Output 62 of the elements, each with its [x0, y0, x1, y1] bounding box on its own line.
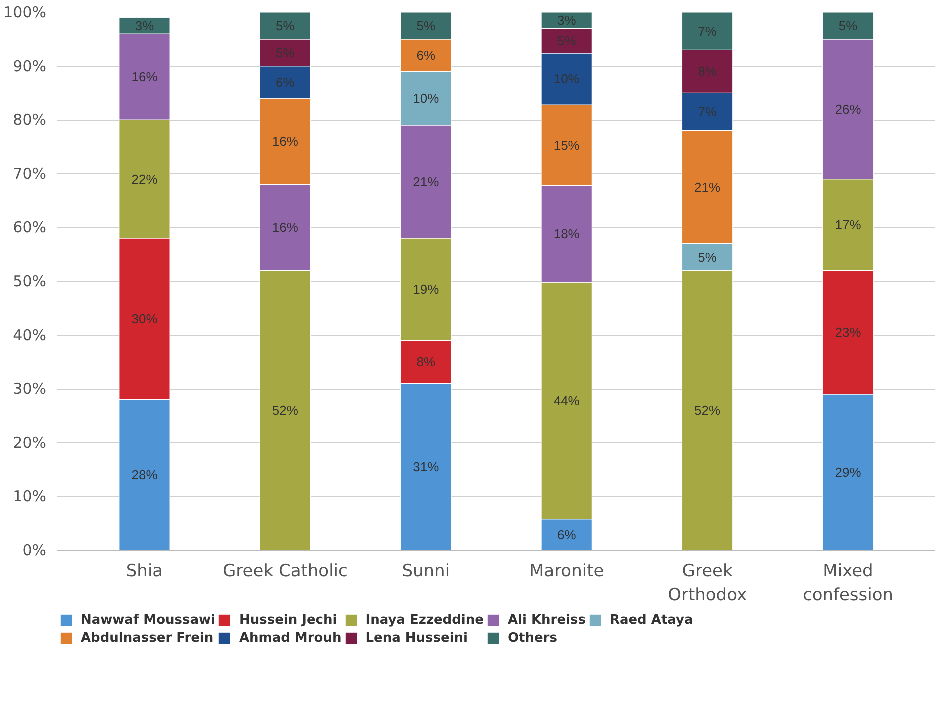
data-label: 19% — [413, 282, 440, 298]
data-label: 26% — [835, 102, 862, 117]
legend-label: Raed Ataya — [610, 612, 694, 628]
data-label: 7% — [698, 104, 718, 120]
legend-label: Ali Khreiss — [508, 612, 586, 628]
data-label: 22% — [132, 172, 158, 187]
legend-label: Abdulnasser Frein — [81, 630, 214, 646]
y-tick-label: 40% — [13, 326, 47, 344]
data-label: 16% — [272, 134, 299, 150]
legend-label: Ahmad Mrouh — [239, 630, 342, 646]
data-label: 10% — [554, 72, 580, 87]
legend-label: Lena Husseini — [366, 630, 468, 646]
y-tick-label: 0% — [22, 542, 46, 560]
data-label: 16% — [272, 220, 299, 236]
data-label: 29% — [835, 464, 862, 480]
data-label: 6% — [416, 48, 436, 64]
data-label: 23% — [835, 325, 862, 340]
data-label: 5% — [838, 18, 858, 34]
data-label: 30% — [132, 312, 158, 327]
y-tick-label: 60% — [13, 218, 47, 237]
y-tick-label: 30% — [13, 380, 47, 398]
data-label: 28% — [132, 468, 158, 483]
data-label: 52% — [694, 403, 722, 418]
data-label: 16% — [132, 70, 158, 85]
y-tick-label: 80% — [13, 111, 47, 130]
x-tick-label: Shia — [126, 562, 164, 582]
data-label: 6% — [557, 527, 577, 542]
y-tick-label: 10% — [13, 488, 47, 506]
legend-label: Nawwaf Moussawi — [81, 612, 216, 628]
data-label: 7% — [698, 24, 718, 39]
data-label: 3% — [135, 18, 155, 34]
data-label: 17% — [835, 218, 862, 233]
data-label: 21% — [694, 180, 722, 195]
y-tick-label: 20% — [13, 434, 47, 452]
data-label: 5% — [416, 18, 436, 34]
x-tick-label: Sunni — [402, 562, 450, 582]
y-tick-label: 70% — [13, 164, 47, 183]
data-label: 8% — [698, 64, 718, 80]
data-label: 6% — [276, 74, 296, 90]
x-tick-label: Greek Catholic — [223, 562, 348, 582]
data-label: 10% — [413, 91, 440, 106]
x-tick-label: Mixed confession — [802, 562, 894, 606]
data-label: 5% — [698, 250, 718, 265]
y-tick-label: 100% — [4, 4, 47, 22]
data-label: 18% — [554, 226, 580, 242]
data-label: 5% — [557, 34, 577, 49]
data-label: 31% — [413, 460, 440, 475]
data-label: 15% — [554, 138, 580, 153]
legend-label: Inaya Ezzeddine — [366, 612, 484, 628]
data-label: 44% — [554, 393, 580, 408]
data-label: 52% — [272, 403, 299, 418]
data-label: 5% — [276, 18, 296, 34]
data-label: 3% — [557, 13, 577, 28]
legend-label: Others — [508, 630, 558, 646]
x-tick-label: Maronite — [529, 562, 604, 582]
y-tick-label: 90% — [13, 57, 47, 76]
x-tick-label: Greek Orthodox — [668, 562, 748, 606]
legend-label: Hussein Jechi — [239, 612, 338, 628]
y-tick-label: 50% — [13, 272, 47, 290]
data-label: 21% — [413, 174, 440, 190]
data-label: 5% — [276, 45, 296, 60]
data-label: 8% — [416, 354, 436, 370]
